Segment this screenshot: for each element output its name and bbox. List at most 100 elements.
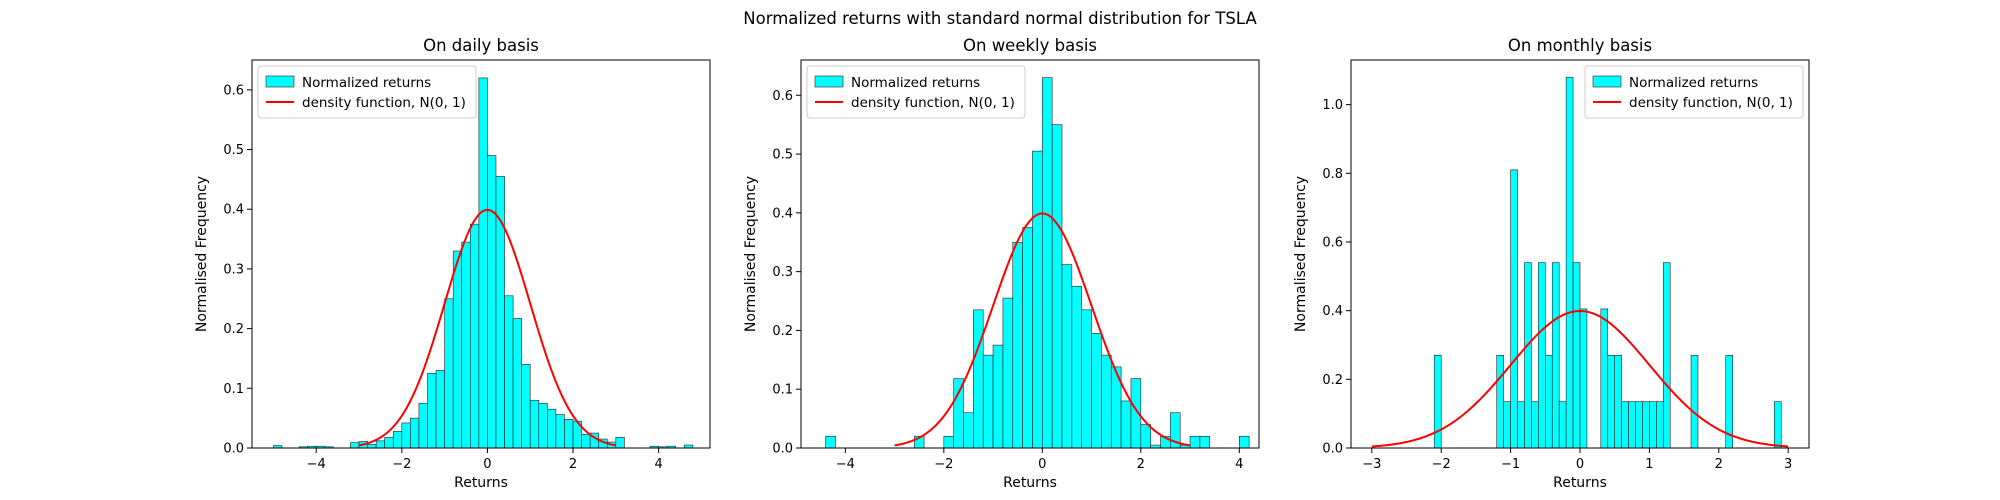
- histogram-bar: [1120, 400, 1132, 449]
- histogram-bar: [1600, 308, 1609, 449]
- x-tick-label: 4: [654, 457, 662, 472]
- histogram-bar: [401, 422, 411, 449]
- histogram-bar: [1081, 309, 1092, 449]
- histogram-bar: [1042, 77, 1053, 449]
- histogram-bar: [1101, 354, 1112, 449]
- histogram-bars: [825, 77, 1250, 449]
- histogram-bar: [1607, 354, 1615, 449]
- histogram-bar: [418, 402, 428, 449]
- histogram-bar: [1510, 169, 1518, 449]
- legend-frame: [806, 65, 1026, 119]
- y-tick-label: 0.5: [772, 148, 793, 163]
- histogram-bar: [1496, 354, 1504, 449]
- histogram-bar: [487, 155, 497, 449]
- histogram-bar: [461, 241, 471, 449]
- x-axis-label: Returns: [1003, 475, 1057, 491]
- y-tick-label: 0.3: [772, 265, 793, 280]
- histogram-bar: [452, 250, 463, 449]
- histogram-bar: [1656, 401, 1664, 449]
- y-tick-label: 0.6: [223, 83, 244, 98]
- y-tick-label: 0.5: [223, 143, 244, 158]
- y-tick-label: 0.4: [1322, 304, 1343, 319]
- legend-label: density function, N(0, 1): [851, 95, 1015, 111]
- histogram-bar: [1531, 401, 1539, 449]
- histogram-bar: [1774, 401, 1782, 449]
- histogram-bar: [1558, 401, 1567, 449]
- legend-label: Normalized returns: [851, 75, 980, 91]
- histogram-bar: [1572, 262, 1581, 449]
- legend: Normalized returns density function, N(0,…: [806, 65, 1026, 119]
- histogram-bar: [367, 444, 377, 449]
- y-tick-label: 0.1: [772, 383, 793, 398]
- axes-frame: [251, 59, 711, 449]
- histogram-bar: [1545, 354, 1553, 449]
- histogram-bar: [615, 436, 625, 449]
- y-tick-label: 0.8: [1322, 167, 1343, 182]
- histogram-bar: [1140, 424, 1151, 449]
- x-tick-label: 1: [1645, 457, 1653, 472]
- histogram-bar: [1503, 401, 1511, 449]
- histogram-bar: [435, 370, 445, 449]
- histogram-bar: [478, 77, 488, 449]
- subplot-3: On monthly basis −3 −2 −1 0 1 2 3 0.0 0.2 0.4 0.6 0.…: [1293, 36, 1810, 491]
- histogram-bar: [555, 414, 565, 449]
- histogram-bar: [427, 373, 437, 449]
- histogram-bar: [1002, 297, 1014, 449]
- histogram-bar: [992, 344, 1004, 449]
- histogram-bar: [1091, 333, 1102, 449]
- histogram-bar: [973, 309, 984, 449]
- histogram-bar: [1579, 308, 1588, 449]
- x-tick-label: 3: [1784, 457, 1792, 472]
- histogram-bar: [943, 435, 954, 449]
- legend-label: Normalized returns: [302, 75, 431, 91]
- histogram-bar: [982, 354, 994, 449]
- legend-frame: [1584, 65, 1804, 119]
- histogram-bar: [1189, 435, 1201, 449]
- legend-frame: [257, 65, 477, 119]
- histogram-bar: [1551, 262, 1560, 449]
- histogram-bar: [1565, 76, 1574, 449]
- histogram-bar: [1051, 124, 1063, 449]
- legend-swatch-bars: [1592, 75, 1622, 88]
- x-axis-label: Returns: [1553, 475, 1607, 491]
- histogram-bar: [1012, 241, 1023, 449]
- x-tick-label: 2: [1715, 457, 1723, 472]
- x-axis-label: Returns: [454, 475, 508, 491]
- histogram-bar: [581, 433, 591, 449]
- subplot-title: On daily basis: [423, 36, 539, 55]
- subplot-1: On daily basis −4 −2 0 2 4 0.0 0.1 0.2 0.3 0.4 0.5 0…: [194, 36, 711, 491]
- histogram-bar: [564, 419, 574, 449]
- axes-frame: [800, 59, 1260, 449]
- subplot-2: On weekly basis −4 −2 0 2 4 0.0 0.1 0.2 0.3 0.4 0.5…: [743, 36, 1260, 491]
- histogram-bar: [538, 402, 548, 449]
- x-tick-label: 2: [1137, 457, 1145, 472]
- y-tick-label: 0.2: [223, 322, 244, 337]
- x-tick-label: 2: [569, 457, 577, 472]
- histogram-bar: [444, 298, 454, 449]
- x-tick-label: −2: [1432, 457, 1451, 472]
- histogram-bar: [350, 442, 360, 449]
- legend-label: Normalized returns: [1629, 75, 1758, 91]
- histogram-bar: [825, 435, 836, 449]
- y-tick-label: 0.6: [1322, 235, 1343, 250]
- x-tick-label: −4: [836, 457, 855, 472]
- histogram-bar: [1690, 354, 1699, 449]
- histogram-bar: [963, 412, 974, 449]
- x-tick-label: −2: [934, 457, 953, 472]
- histogram-bar: [953, 378, 964, 449]
- histogram-bar: [1649, 401, 1657, 449]
- histogram-bar: [547, 408, 557, 449]
- subplot-title: On weekly basis: [963, 36, 1097, 55]
- x-tick-label: 0: [1038, 457, 1046, 472]
- y-tick-label: 0.0: [223, 442, 244, 457]
- histogram-bar: [1517, 401, 1525, 449]
- subplot-title: On monthly basis: [1508, 36, 1652, 55]
- y-tick-label: 0.2: [1322, 373, 1343, 388]
- histogram-bar: [1199, 435, 1211, 449]
- y-tick-label: 0.3: [223, 262, 244, 277]
- histogram-bar: [1239, 435, 1250, 449]
- histogram-bar: [1524, 262, 1532, 449]
- histogram-bar: [392, 430, 403, 449]
- y-tick-label: 0.4: [772, 206, 793, 221]
